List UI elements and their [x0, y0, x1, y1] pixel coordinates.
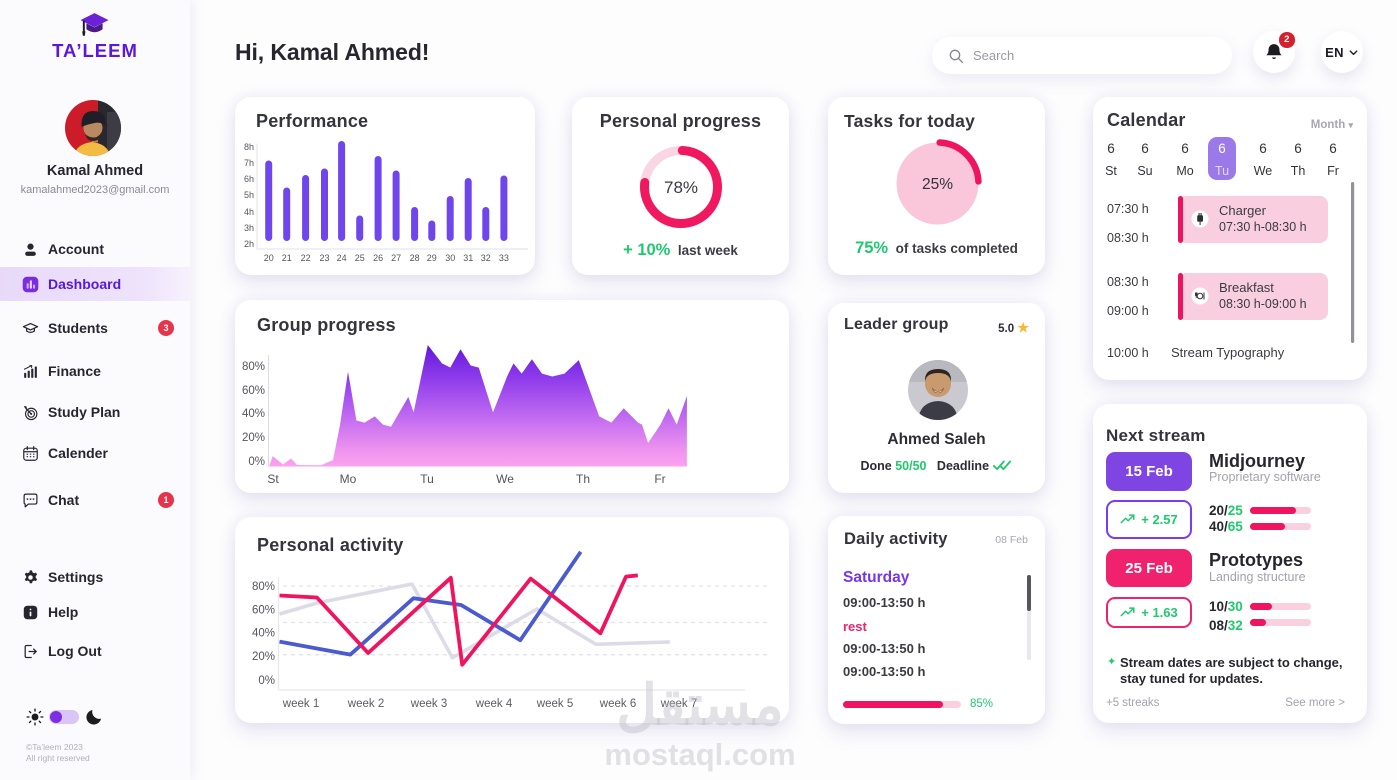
svg-text:20%: 20%	[252, 651, 275, 663]
svg-text:5h: 5h	[244, 190, 254, 200]
svg-text:7h: 7h	[244, 158, 254, 168]
svg-text:St: St	[1105, 164, 1117, 178]
svg-text:6: 6	[1141, 141, 1149, 156]
svg-text:78%: 78%	[664, 178, 698, 197]
svg-text:Su: Su	[1137, 164, 1152, 178]
svg-text:6: 6	[1181, 141, 1189, 156]
svg-text:week 6: week 6	[599, 698, 636, 710]
svg-text:6: 6	[1294, 141, 1302, 156]
svg-text:32: 32	[481, 253, 491, 263]
svg-text:week 2: week 2	[347, 698, 384, 710]
svg-text:40%: 40%	[242, 408, 265, 420]
svg-text:25: 25	[355, 253, 365, 263]
svg-text:Th: Th	[576, 472, 590, 486]
svg-text:Tu: Tu	[420, 472, 434, 486]
svg-text:24: 24	[337, 253, 347, 263]
svg-text:29: 29	[427, 253, 437, 263]
svg-text:4h: 4h	[244, 207, 254, 217]
svg-text:Charger: Charger	[1219, 203, 1267, 218]
svg-text:07:30 h-08:30 h: 07:30 h-08:30 h	[1219, 220, 1307, 234]
svg-text:We: We	[1254, 164, 1273, 178]
svg-text:We: We	[496, 472, 514, 486]
svg-text:60%: 60%	[242, 385, 265, 397]
svg-text:08:30 h: 08:30 h	[1107, 275, 1149, 289]
svg-text:25%: 25%	[922, 176, 953, 193]
svg-text:0%: 0%	[258, 675, 275, 687]
svg-text:26: 26	[373, 253, 383, 263]
svg-text:0%: 0%	[248, 456, 265, 468]
svg-text:31: 31	[463, 253, 473, 263]
svg-text:week 4: week 4	[475, 698, 513, 710]
svg-text:09:00 h: 09:00 h	[1107, 304, 1149, 318]
svg-text:Th: Th	[1291, 164, 1306, 178]
svg-text:6h: 6h	[244, 174, 254, 184]
svg-text:Mo: Mo	[340, 472, 357, 486]
svg-text:27: 27	[391, 253, 401, 263]
svg-text:80%: 80%	[242, 361, 265, 373]
svg-text:Fr: Fr	[654, 472, 665, 486]
svg-text:St: St	[267, 472, 279, 486]
svg-text:Fr: Fr	[1327, 164, 1339, 178]
svg-text:20%: 20%	[242, 432, 265, 444]
svg-text:30: 30	[445, 253, 455, 263]
svg-text:Stream Typography: Stream Typography	[1171, 345, 1285, 360]
svg-text:Mo: Mo	[1176, 164, 1193, 178]
svg-text:60%: 60%	[252, 605, 275, 617]
svg-text:Breakfast: Breakfast	[1219, 280, 1274, 295]
svg-text:40%: 40%	[252, 628, 275, 640]
svg-text:80%: 80%	[252, 581, 275, 593]
svg-text:3h: 3h	[244, 223, 254, 233]
svg-text:week 7: week 7	[660, 698, 697, 710]
svg-text:22: 22	[301, 253, 311, 263]
svg-text:21: 21	[282, 253, 292, 263]
svg-text:28: 28	[410, 253, 420, 263]
svg-text:Tu: Tu	[1215, 164, 1229, 178]
svg-text:2h: 2h	[244, 239, 254, 249]
svg-text:6: 6	[1259, 141, 1267, 156]
svg-text:23: 23	[319, 253, 329, 263]
svg-text:07:30 h: 07:30 h	[1107, 202, 1149, 216]
svg-text:6: 6	[1218, 141, 1226, 156]
svg-text:08:30 h: 08:30 h	[1107, 231, 1149, 245]
svg-text:6: 6	[1107, 141, 1115, 156]
svg-text:week 3: week 3	[410, 698, 447, 710]
svg-text:8h: 8h	[244, 142, 254, 152]
svg-text:33: 33	[499, 253, 509, 263]
svg-text:08:30 h-09:00 h: 08:30 h-09:00 h	[1219, 297, 1307, 311]
svg-text:week 5: week 5	[536, 698, 573, 710]
svg-text:6: 6	[1329, 141, 1337, 156]
svg-text:10:00 h: 10:00 h	[1107, 346, 1149, 360]
svg-text:week 1: week 1	[282, 698, 319, 710]
svg-text:20: 20	[264, 253, 274, 263]
